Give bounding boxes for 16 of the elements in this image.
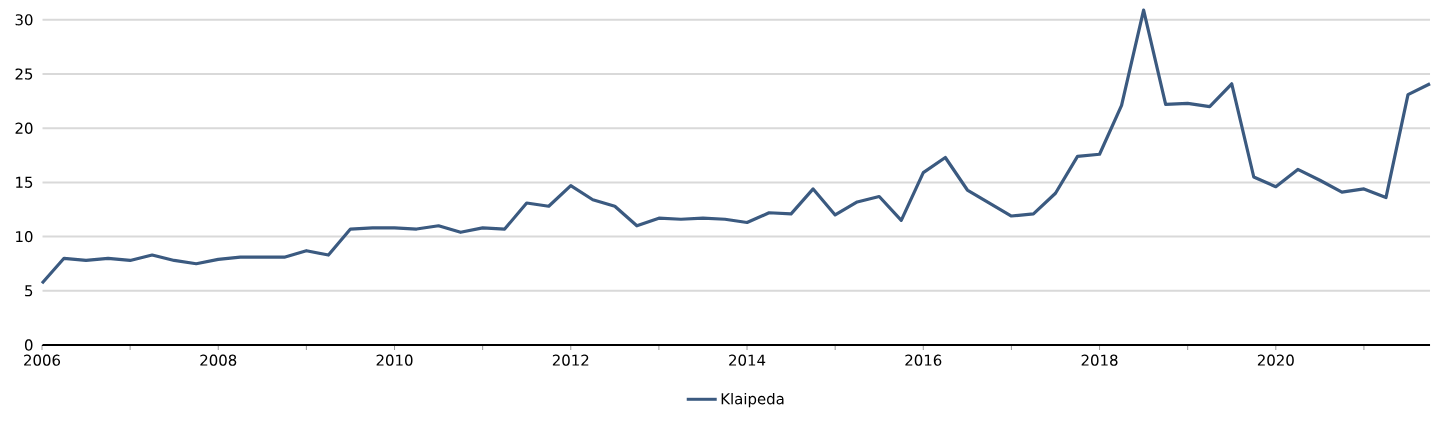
x-tick-label: 2008	[200, 354, 237, 366]
y-tick-label: 25	[15, 68, 33, 80]
y-tick-label: 15	[16, 176, 33, 188]
legend-label: Klaipeda	[721, 392, 784, 408]
y-tick-label: 20	[15, 122, 33, 134]
y-tick-label: 0	[24, 339, 33, 351]
x-tick-label: 2018	[1081, 354, 1118, 366]
x-tick-label: 2010	[376, 354, 413, 366]
y-tick-label: 30	[15, 14, 33, 26]
x-tick-label: 2014	[729, 354, 766, 366]
y-tick-label: 10	[16, 230, 33, 243]
y-tick-label: 5	[25, 285, 33, 297]
x-tick-label: 2012	[552, 354, 589, 366]
x-tick-label: 2020	[1257, 354, 1294, 366]
x-tick-label: 2016	[905, 354, 942, 366]
x-tick-label: 2006	[24, 354, 61, 366]
